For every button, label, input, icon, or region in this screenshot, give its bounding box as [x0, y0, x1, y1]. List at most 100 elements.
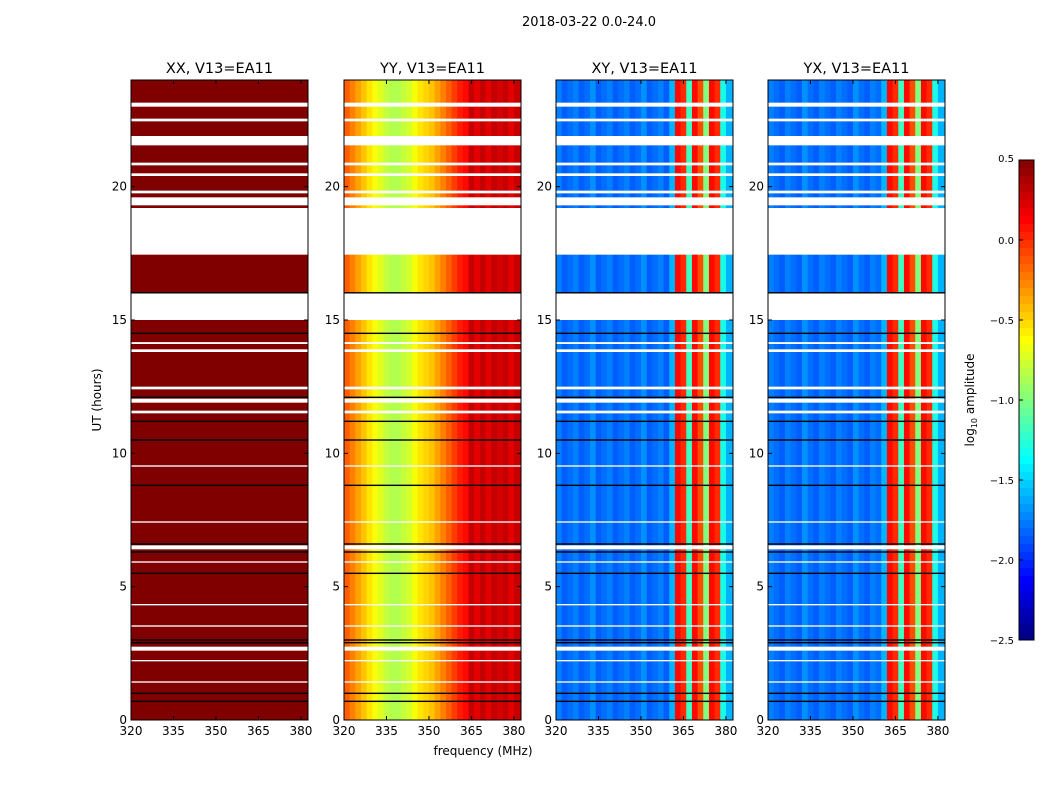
dark-line	[768, 639, 945, 641]
colorbar-label-log: log	[963, 428, 977, 446]
colorbar-segment	[1019, 248, 1034, 257]
colorbar-segment	[1019, 424, 1034, 433]
dark-line	[768, 420, 945, 423]
colorbar-segment	[1019, 280, 1034, 289]
flagged-interval	[344, 398, 521, 403]
dark-line	[131, 484, 308, 487]
flagged-interval	[768, 660, 945, 662]
x-tick-label: 365	[884, 724, 907, 738]
y-tick-label: 15	[325, 313, 340, 327]
flagged-interval	[556, 521, 733, 523]
x-tick-label: 335	[799, 724, 822, 738]
colorbar-segment	[1019, 600, 1034, 609]
dark-line	[131, 543, 308, 545]
colorbar-tick-label: 0.5	[998, 154, 1014, 165]
flagged-interval	[344, 136, 521, 146]
x-tick-label: 365	[672, 724, 695, 738]
colorbar-segment	[1019, 560, 1034, 569]
flagged-interval	[768, 386, 945, 390]
x-tick-label: 320	[120, 724, 143, 738]
y-tick-label: 15	[749, 313, 764, 327]
colorbar-segment	[1019, 208, 1034, 217]
flagged-interval	[768, 521, 945, 523]
colorbar-segment	[1019, 216, 1034, 225]
flagged-interval	[131, 681, 308, 683]
panel-frame	[767, 79, 946, 721]
dark-line	[556, 484, 733, 487]
colorbar-tick-label: −2.5	[990, 636, 1014, 647]
colorbar-segment	[1019, 464, 1034, 473]
flagged-interval	[556, 190, 733, 194]
colorbar-segment	[1019, 504, 1034, 513]
flagged-interval	[131, 545, 308, 550]
flagged-interval	[131, 173, 308, 176]
colorbar-segment	[1019, 368, 1034, 377]
flagged-interval	[131, 118, 308, 122]
flagged-interval	[131, 386, 308, 390]
flagged-interval	[768, 349, 945, 352]
flagged-interval	[768, 293, 945, 320]
dark-line	[556, 543, 733, 545]
flagged-interval	[344, 173, 521, 176]
flagged-interval	[556, 681, 733, 683]
colorbar-segment	[1019, 168, 1034, 177]
flagged-interval	[768, 118, 945, 122]
flagged-interval	[344, 561, 521, 563]
flagged-interval	[768, 162, 945, 166]
flagged-interval	[556, 545, 733, 550]
dark-line	[556, 700, 733, 703]
panel-title: XX, V13=EA11	[166, 61, 273, 77]
x-tick-label: 335	[162, 724, 185, 738]
dark-line	[768, 332, 945, 335]
y-tick-label: 20	[749, 180, 764, 194]
y-tick-label: 5	[756, 580, 764, 594]
colorbar-segment	[1019, 472, 1034, 481]
flagged-interval	[556, 162, 733, 166]
panel-title: XY, V13=EA11	[591, 61, 697, 77]
flagged-interval	[131, 136, 308, 146]
flagged-interval	[556, 398, 733, 403]
flagged-interval	[768, 197, 945, 206]
panel-frame	[343, 79, 522, 721]
dark-line	[131, 639, 308, 641]
colorbar-segment	[1019, 552, 1034, 561]
flagged-interval	[556, 604, 733, 606]
flagged-interval	[556, 561, 733, 563]
dark-line	[768, 439, 945, 441]
colorbar-segment	[1019, 480, 1034, 489]
x-tick-label: 335	[587, 724, 610, 738]
dark-line	[131, 700, 308, 703]
flagged-interval	[768, 561, 945, 563]
flagged-interval	[344, 521, 521, 523]
flagged-interval	[556, 410, 733, 414]
flagged-interval	[344, 349, 521, 352]
flagged-interval	[344, 162, 521, 166]
flagged-interval	[344, 208, 521, 255]
colorbar-label-rest: amplitude	[963, 354, 977, 418]
y-tick-label: 5	[119, 580, 127, 594]
x-tick-label: 380	[502, 724, 525, 738]
colorbar-segment	[1019, 488, 1034, 497]
y-tick-label: 15	[112, 313, 127, 327]
flagged-interval	[768, 410, 945, 414]
flagged-interval	[344, 681, 521, 683]
colorbar-segment	[1019, 448, 1034, 457]
dark-line	[131, 439, 308, 441]
colorbar-segment	[1019, 408, 1034, 417]
dark-line	[556, 396, 733, 399]
colorbar-segment	[1019, 336, 1034, 345]
dark-line	[768, 572, 945, 575]
x-axis-label: frequency (MHz)	[433, 744, 532, 758]
colorbar-segment	[1019, 392, 1034, 401]
dark-line	[556, 641, 733, 644]
panel-yy: YY, V13=EA11 320 335 350 365 380 0 5 10 15 20	[325, 61, 526, 738]
dark-line	[556, 292, 733, 294]
flagged-interval	[131, 410, 308, 414]
dark-line	[131, 572, 308, 575]
colorbar-tick-label: −1.5	[990, 476, 1014, 487]
flagged-interval	[556, 660, 733, 662]
dark-line	[131, 641, 308, 644]
flagged-interval	[556, 197, 733, 206]
colorbar-label: log10 amplitude	[963, 354, 979, 447]
colorbar-segment	[1019, 440, 1034, 449]
